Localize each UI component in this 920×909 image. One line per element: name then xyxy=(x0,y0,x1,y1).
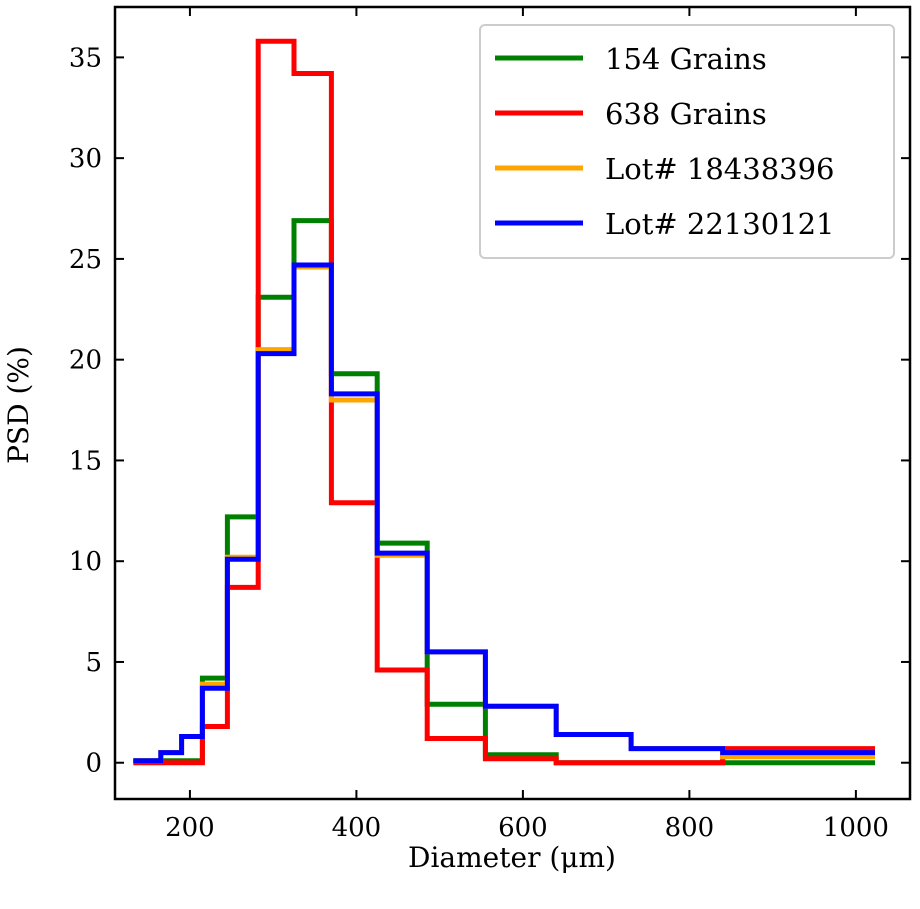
legend-label-3: Lot# 18438396 xyxy=(605,152,835,186)
y-tick-label: 25 xyxy=(69,245,102,275)
x-axis-title: Diameter (μm) xyxy=(408,841,616,874)
x-tick-label: 1000 xyxy=(823,813,889,843)
y-tick-label: 35 xyxy=(69,43,102,73)
y-tick-label: 20 xyxy=(69,346,102,376)
x-tick-label: 600 xyxy=(498,813,548,843)
y-tick-label: 10 xyxy=(69,547,102,577)
y-tick-label: 5 xyxy=(85,648,102,678)
legend-box xyxy=(479,24,895,259)
y-tick-label: 0 xyxy=(85,749,102,779)
x-tick-label: 200 xyxy=(165,813,215,843)
y-axis-title: PSD (%) xyxy=(2,346,35,464)
legend-label-4: Lot# 22130121 xyxy=(605,207,835,241)
y-tick-label: 30 xyxy=(69,144,102,174)
x-tick-label: 800 xyxy=(665,813,715,843)
series-line-3 xyxy=(133,264,875,764)
plot-frame xyxy=(113,5,912,801)
ticks-layer: 200 400 600 800 1000 0 5 10 15 20 25 30 35 xyxy=(69,7,910,843)
legend: 154 Grains 638 Grains Lot# 18438396 Lot# 22… xyxy=(479,24,895,259)
series-layer xyxy=(133,38,875,766)
series-line-1 xyxy=(133,218,875,766)
legend-label-1: 154 Grains xyxy=(605,42,767,76)
series-line-4 xyxy=(133,262,875,764)
y-tick-label: 15 xyxy=(69,446,102,476)
legend-label-2: 638 Grains xyxy=(605,97,767,131)
x-tick-label: 400 xyxy=(332,813,382,843)
